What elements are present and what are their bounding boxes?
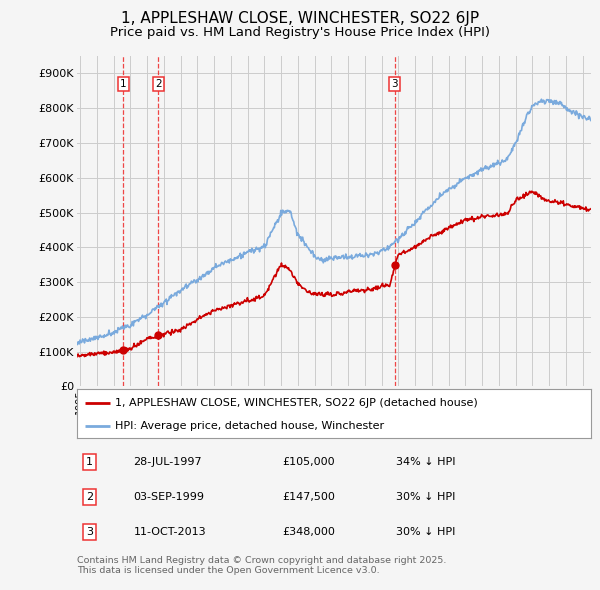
Text: 03-SEP-1999: 03-SEP-1999 [133, 492, 205, 502]
Text: £147,500: £147,500 [283, 492, 335, 502]
Text: 34% ↓ HPI: 34% ↓ HPI [395, 457, 455, 467]
Text: £105,000: £105,000 [283, 457, 335, 467]
Text: 2: 2 [86, 492, 93, 502]
Text: 30% ↓ HPI: 30% ↓ HPI [395, 492, 455, 502]
Text: £348,000: £348,000 [283, 527, 335, 537]
Text: Price paid vs. HM Land Registry's House Price Index (HPI): Price paid vs. HM Land Registry's House … [110, 26, 490, 39]
Text: Contains HM Land Registry data © Crown copyright and database right 2025.
This d: Contains HM Land Registry data © Crown c… [77, 556, 446, 575]
Text: 1, APPLESHAW CLOSE, WINCHESTER, SO22 6JP: 1, APPLESHAW CLOSE, WINCHESTER, SO22 6JP [121, 11, 479, 25]
Text: 30% ↓ HPI: 30% ↓ HPI [395, 527, 455, 537]
Text: 1: 1 [86, 457, 93, 467]
Text: 1, APPLESHAW CLOSE, WINCHESTER, SO22 6JP (detached house): 1, APPLESHAW CLOSE, WINCHESTER, SO22 6JP… [115, 398, 478, 408]
Text: 3: 3 [86, 527, 93, 537]
Text: HPI: Average price, detached house, Winchester: HPI: Average price, detached house, Winc… [115, 421, 385, 431]
Text: 1: 1 [120, 79, 127, 89]
Text: 11-OCT-2013: 11-OCT-2013 [133, 527, 206, 537]
Text: 2: 2 [155, 79, 161, 89]
Text: 3: 3 [391, 79, 398, 89]
Text: 28-JUL-1997: 28-JUL-1997 [133, 457, 202, 467]
